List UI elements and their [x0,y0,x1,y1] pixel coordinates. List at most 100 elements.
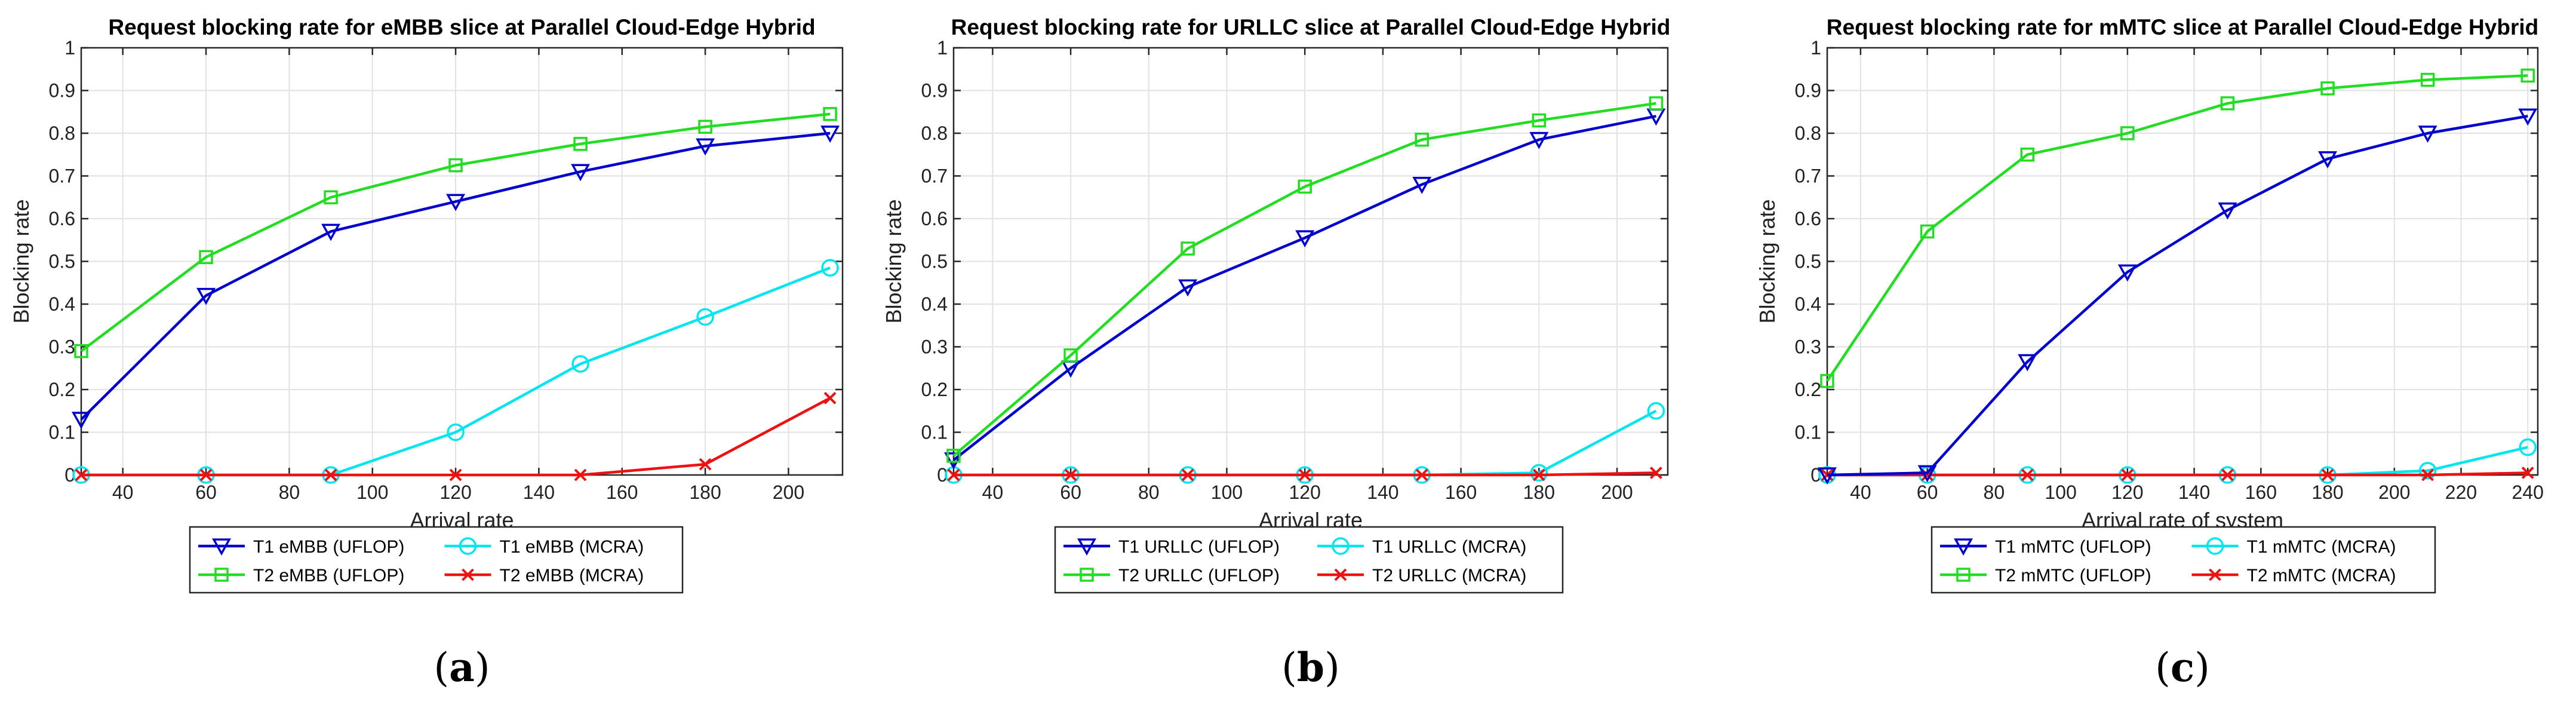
x-tick-label: 40 [982,482,1004,503]
legend-label: T2 URLLC (MCRA) [1372,566,1526,585]
x-tick-label: 60 [1060,482,1081,503]
data-point [1921,468,1934,482]
legend-label: T2 eMBB (MCRA) [500,566,644,585]
legend-label: T1 URLLC (UFLOP) [1118,537,1280,557]
data-point [324,190,338,204]
x-tick-label: 100 [1211,482,1243,503]
y-tick-label: 0 [1810,464,1821,486]
series-line [80,112,831,352]
data-point [196,287,216,305]
data-point [823,107,837,121]
x-tick-label: 120 [439,482,471,503]
y-tick-label: 0 [937,464,948,486]
series-triangle-down [72,125,840,430]
y-tick-label: 0.5 [921,251,948,272]
data-point [1647,402,1665,420]
legend-swatch-marker [1334,568,1347,581]
legend-box [1931,526,2436,594]
legend-label: T1 URLLC (MCRA) [1372,537,1526,557]
chart-title: Request blocking rate for eMBB slice at … [108,15,815,39]
y-tick-label: 0.8 [921,122,948,144]
series-square [1820,68,2535,388]
data-point [1530,464,1548,482]
y-tick-label: 0.6 [1795,208,1821,229]
data-point [946,449,961,463]
data-point [1181,241,1195,256]
data-point [2420,72,2435,87]
data-point [2220,96,2235,111]
data-point [2121,468,2134,482]
y-axis-label: Blocking rate [9,199,33,323]
series-line [1827,471,2528,477]
x-tick-label: 200 [1601,482,1633,503]
x-tick-label: 220 [2445,482,2477,503]
x-tick-label: 140 [2178,482,2210,503]
data-point [1532,468,1545,482]
data-point [447,423,465,442]
data-point [1415,468,1428,482]
x-tick-label: 240 [2512,482,2544,503]
legend-swatch-marker [462,568,474,581]
panel-letter: b [1297,644,1324,691]
y-tick-label: 0.8 [49,122,75,144]
y-tick-label: 0.2 [1795,379,1821,400]
panel-letter: c [2171,644,2194,691]
legend-swatch-marker [459,537,477,555]
y-tick-label: 0.8 [1795,122,1821,144]
legend-entry: T1 URLLC (MCRA) [1317,537,1526,557]
series-line [952,102,1656,457]
x-tick-label: 80 [1984,482,2005,503]
data-point [1529,131,1549,149]
y-tick-label: 0.6 [49,208,75,229]
y-tick-label: 0.7 [921,165,948,187]
data-point [72,412,91,430]
x-tick-label: 160 [2245,482,2277,503]
y-tick-label: 0.2 [49,379,75,400]
legend-swatch-marker [212,538,231,556]
x-tick-label: 180 [2311,482,2343,503]
legend-entry: T1 eMBB (MCRA) [444,537,644,557]
y-tick-label: 0 [64,464,75,486]
legend-entry: T2 eMBB (MCRA) [444,566,644,585]
series-line [1826,74,2528,382]
legend-box [189,526,684,594]
data-point [2519,438,2537,456]
data-point [2318,151,2338,168]
panel-label: (b) [1281,644,1340,691]
data-point [1415,132,1430,147]
legend-label: T2 eMBB (UFLOP) [253,566,404,585]
legend-entry: T2 mMTC (MCRA) [2191,566,2396,585]
data-point [820,125,840,143]
y-tick-label: 0.2 [921,379,948,400]
data-point [2520,68,2535,83]
legend-label: T1 eMBB (MCRA) [500,537,644,557]
x-tick-label: 200 [2378,482,2410,503]
chart-title: Request blocking rate for mMTC slice at … [1827,15,2538,39]
data-point [696,138,715,156]
legend-label: T2 mMTC (MCRA) [2247,566,2396,585]
series-x [1821,467,2534,482]
data-point [1063,348,1078,363]
data-point [2218,202,2237,220]
legend-label: T1 mMTC (UFLOP) [1995,537,2151,557]
x-tick-label: 180 [689,482,721,503]
data-point [2518,108,2538,126]
x-tick-label: 40 [112,482,134,503]
data-point [699,458,712,471]
y-tick-label: 0.5 [1795,251,1821,272]
x-tick-label: 60 [195,482,217,503]
data-point [1064,468,1077,482]
y-axis-label: Blocking rate [881,199,906,323]
x-tick-label: 140 [523,482,555,503]
legend-entry: T1 eMBB (UFLOP) [198,537,404,557]
x-tick-label: 160 [1445,482,1477,503]
legend-label: T1 mMTC (MCRA) [2247,537,2396,557]
data-point [321,223,341,241]
data-point [1920,224,1935,239]
legend-swatch-marker [1954,538,1973,556]
data-point [2521,467,2534,479]
data-point [1820,373,1834,388]
legend-swatch-marker [1332,537,1350,555]
